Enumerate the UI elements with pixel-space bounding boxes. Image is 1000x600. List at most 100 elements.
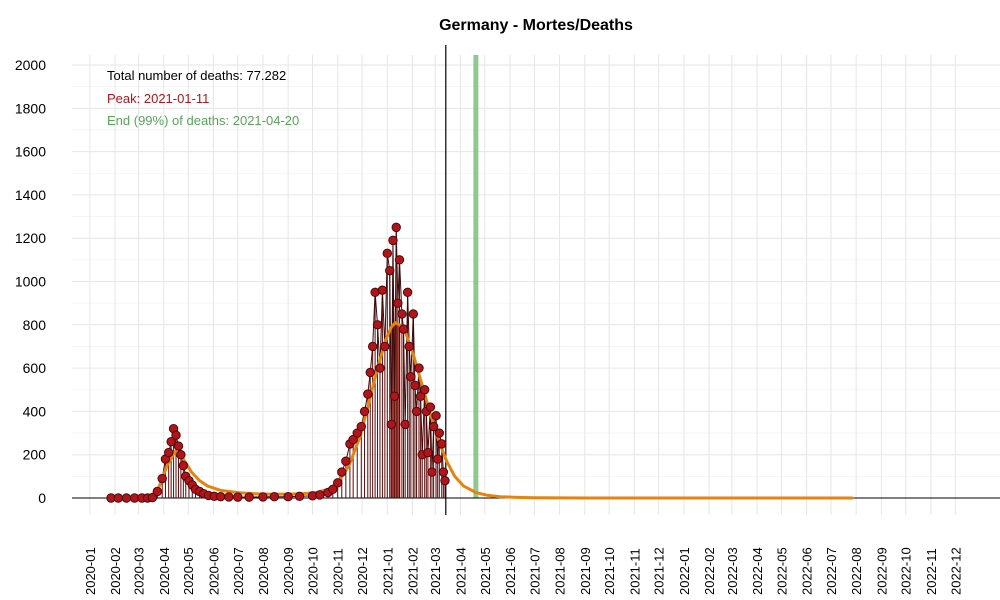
observed-point [391, 222, 401, 233]
x-tick-label: 2020-08 [256, 547, 271, 595]
observed-point [428, 421, 439, 432]
x-tick-label: 2020-02 [108, 547, 123, 595]
x-tick-label: 2022-12 [948, 547, 963, 595]
x-tick-label: 2021-10 [602, 547, 617, 595]
y-tick-label: 1400 [15, 187, 46, 203]
observed-point [365, 367, 375, 378]
x-tick-label: 2021-03 [428, 547, 443, 595]
observed-point [402, 287, 413, 298]
x-tick-label: 2020-07 [231, 547, 246, 595]
x-tick-label: 2020-09 [281, 547, 296, 595]
x-tick-label: 2020-05 [181, 547, 196, 595]
observed-point [294, 491, 305, 501]
observed-point [341, 456, 351, 466]
y-tick-label: 1600 [15, 144, 46, 160]
observed-point [216, 492, 226, 502]
y-tick-label: 800 [23, 317, 47, 333]
observed-point [176, 450, 186, 460]
x-tick-label: 2021-11 [627, 548, 642, 595]
observed-point [244, 492, 254, 502]
observed-point [171, 430, 181, 440]
peak-band [390, 324, 401, 498]
y-tick-label: 2000 [15, 57, 46, 73]
observed-point [410, 380, 420, 391]
y-tick-label: 1000 [15, 274, 46, 290]
observed-point [437, 439, 447, 449]
observed-point [356, 421, 366, 432]
observed-point [380, 341, 390, 352]
observed-point [258, 492, 268, 502]
observed-points [106, 222, 450, 503]
observed-point [367, 341, 378, 352]
x-tick-label: 2020-03 [132, 547, 147, 595]
x-tick-label: 2021-12 [652, 547, 667, 595]
observed-point [431, 411, 441, 421]
observed-point [121, 493, 132, 503]
observed-point [388, 235, 398, 246]
observed-point [432, 454, 443, 464]
x-tick-label: 2022-06 [800, 547, 815, 595]
observed-point [414, 363, 424, 373]
annotation-end: End (99%) of deaths: 2021-04-20 [107, 113, 299, 128]
y-axis-ticks: 0 200 400 600 800 1000 1200 1400 1600 1800 2000 [15, 57, 46, 506]
observed-point [397, 309, 407, 319]
observed-point [389, 391, 400, 401]
y-tick-label: 200 [23, 447, 47, 463]
observed-point [152, 486, 163, 497]
observed-point [411, 406, 422, 417]
grid [72, 55, 1000, 515]
observed-point [394, 255, 405, 265]
observed-point [359, 406, 370, 417]
x-tick-label: 2020-01 [83, 547, 98, 595]
x-tick-label: 2022-04 [750, 547, 765, 595]
observed-point [173, 441, 184, 451]
observed-point [393, 298, 403, 308]
x-tick-label: 2022-10 [899, 547, 914, 595]
y-tick-label: 400 [23, 403, 47, 419]
observed-point [404, 341, 414, 352]
observed-point [178, 460, 189, 471]
observed-point [328, 484, 338, 495]
observed-point [398, 324, 409, 334]
x-tick-label: 2021-02 [405, 547, 420, 595]
x-tick-label: 2020-11 [331, 548, 346, 595]
x-tick-label: 2022-07 [824, 547, 839, 595]
x-tick-label: 2020-10 [306, 547, 321, 595]
x-tick-label: 2022-01 [677, 547, 692, 595]
annotation-total-deaths: Total number of deaths: 77.282 [107, 68, 286, 83]
observed-point [377, 285, 388, 295]
observed-point [363, 389, 373, 399]
observed-point [440, 475, 450, 486]
observed-point [427, 467, 437, 477]
y-tick-label: 1200 [15, 230, 46, 246]
observed-point [400, 419, 410, 430]
observed-point [315, 490, 325, 500]
x-tick-label: 2021-01 [380, 547, 395, 595]
observed-point [333, 478, 343, 488]
x-tick-label: 2022-11 [924, 548, 939, 595]
observed-point [375, 363, 385, 373]
x-tick-label: 2022-03 [725, 547, 740, 595]
y-tick-label: 1800 [15, 100, 46, 116]
observed-point [166, 437, 176, 447]
x-tick-label: 2021-06 [503, 547, 518, 595]
marker-bands [390, 55, 479, 498]
x-tick-label: 2021-08 [553, 547, 568, 595]
x-tick-label: 2021-04 [453, 547, 468, 595]
observed-point [113, 493, 124, 503]
y-tick-label: 600 [23, 360, 47, 376]
observed-point [423, 447, 433, 458]
observed-point [164, 447, 174, 458]
y-tick-label: 0 [38, 490, 46, 506]
observed-point [386, 419, 397, 430]
observed-point [269, 492, 280, 502]
observed-point [337, 467, 347, 477]
x-tick-label: 2020-06 [206, 547, 221, 595]
observed-point [425, 402, 436, 412]
x-tick-label: 2021-09 [578, 547, 593, 595]
observed-point [385, 265, 395, 276]
observed-point [147, 492, 158, 503]
chart-title: Germany - Mortes/Deaths [439, 17, 633, 34]
